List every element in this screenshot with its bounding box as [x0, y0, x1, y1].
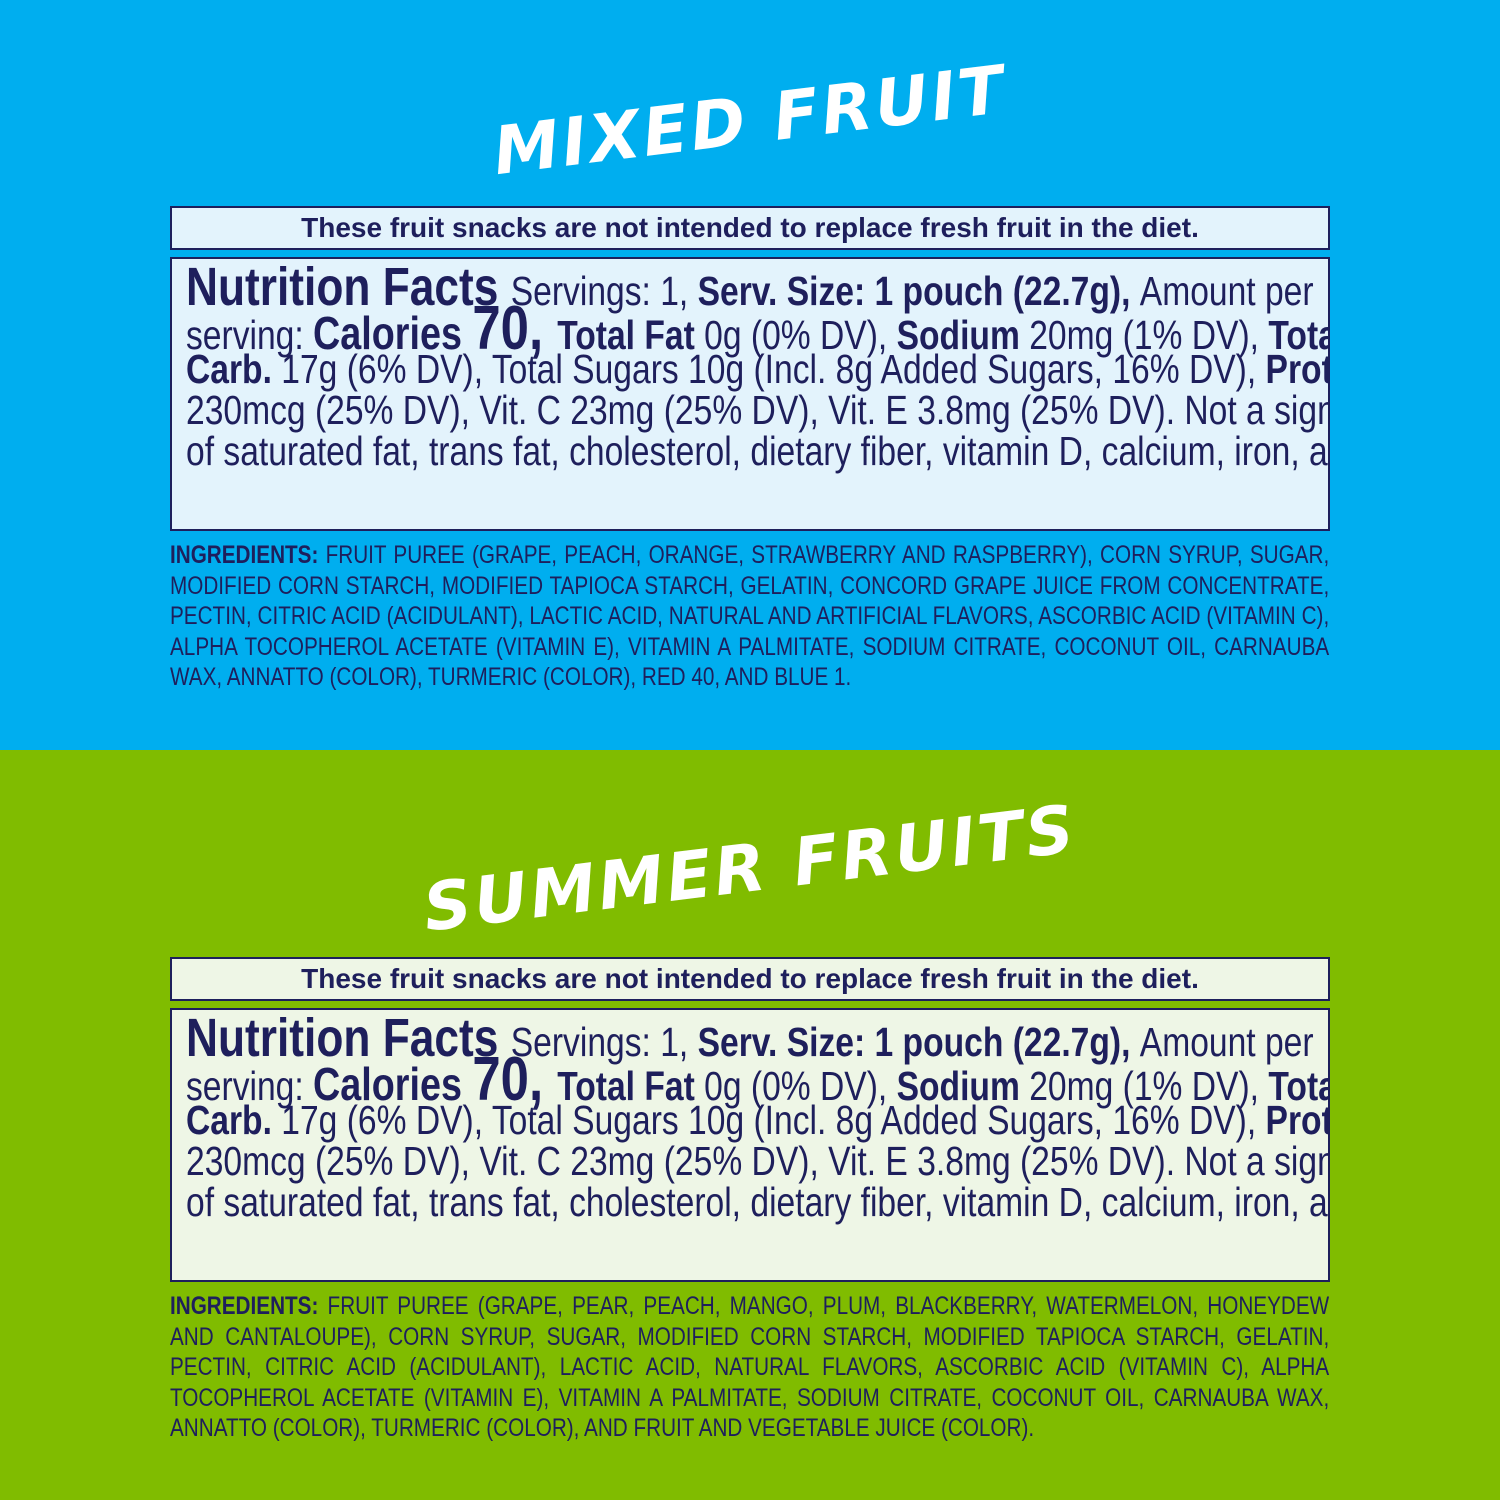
nutrition-segment: 17g (6% DV), Total Sugars 10g (Incl. 8g …	[281, 346, 1266, 392]
disclaimer: These fruit snacks are not intended to r…	[170, 206, 1330, 250]
nutrition-line: serving: Calories 70, Total Fat 0g (0% D…	[186, 298, 1328, 360]
nutrition-segment: Amount per	[1139, 268, 1314, 314]
nutrition-line: Carb. 17g (6% DV), Total Sugars 10g (Inc…	[186, 1097, 1328, 1143]
nutrition-segment: 20mg (1% DV),	[1029, 1063, 1269, 1109]
nutrition-segment: serving:	[186, 312, 314, 358]
nutrition-line: Carb. 17g (6% DV), Total Sugars 10g (Inc…	[186, 346, 1328, 392]
summer-fruits-panel: SUMMER FRUITS These fruit snacks are not…	[0, 750, 1500, 1500]
nutrition-segment: Servings: 1,	[510, 1019, 698, 1065]
nutrition-segment: Serv. Size: 1 pouch (22.7g),	[697, 268, 1140, 314]
nutrition-segment: Nutrition Facts	[186, 1008, 511, 1068]
nutrition-segment: Total	[1268, 1063, 1328, 1109]
nutrition-segment: 0g (0% DV),	[704, 1063, 897, 1109]
nutrition-line: of saturated fat, trans fat, cholesterol…	[186, 1182, 1328, 1223]
nutrition-segment: Calories	[313, 1058, 473, 1110]
nutrition-segment: Calories	[313, 307, 473, 359]
nutrition-segment: Total Fat	[557, 1063, 705, 1109]
nutrition-segment: 230mcg (25% DV), Vit. C 23mg (25% DV), V…	[186, 1138, 1328, 1184]
nutrition-facts-text: Nutrition Facts Servings: 1, Serv. Size:…	[186, 1011, 1328, 1223]
nutrition-segment: Amount per	[1139, 1019, 1314, 1065]
nutrition-segment: Servings: 1,	[510, 268, 698, 314]
mixed-fruit-panel: MIXED FRUIT These fruit snacks are not i…	[0, 0, 1500, 750]
nutrition-segment: 20mg (1% DV),	[1029, 312, 1269, 358]
nutrition-segment: 70,	[472, 294, 558, 363]
nutrition-segment: 230mcg (25% DV), Vit. C 23mg (25% DV), V…	[186, 387, 1328, 433]
nutrition-facts-text: Nutrition Facts Servings: 1, Serv. Size:…	[186, 260, 1328, 472]
nutrition-line: Nutrition Facts Servings: 1, Serv. Size:…	[186, 1011, 1314, 1065]
nutrition-segment: Total	[1268, 312, 1328, 358]
nutrition-segment: Protein	[1265, 346, 1328, 392]
nutrition-facts-box: Nutrition Facts Servings: 1, Serv. Size:…	[170, 257, 1330, 531]
nutrition-line: 230mcg (25% DV), Vit. C 23mg (25% DV), V…	[186, 390, 1328, 431]
nutrition-segment: serving:	[186, 1063, 314, 1109]
ingredients-text: FRUIT PUREE (GRAPE, PEAR, PEACH, MANGO, …	[170, 1292, 1330, 1442]
ingredients: INGREDIENTS: FRUIT PUREE (GRAPE, PEACH, …	[170, 540, 1329, 693]
ingredients-label: INGREDIENTS:	[170, 1292, 319, 1320]
nutrition-line: serving: Calories 70, Total Fat 0g (0% D…	[186, 1049, 1328, 1111]
nutrition-segment: Sodium	[896, 1063, 1030, 1109]
ingredients: INGREDIENTS: FRUIT PUREE (GRAPE, PEAR, P…	[170, 1291, 1329, 1444]
nutrition-segment: Nutrition Facts	[186, 257, 511, 317]
nutrition-line: Nutrition Facts Servings: 1, Serv. Size:…	[186, 260, 1314, 314]
nutrition-segment: 0g (0% DV),	[704, 312, 897, 358]
nutrition-segment: 17g (6% DV), Total Sugars 10g (Incl. 8g …	[281, 1097, 1266, 1143]
nutrition-line: 230mcg (25% DV), Vit. C 23mg (25% DV), V…	[186, 1141, 1328, 1182]
nutrition-segment: Protein	[1265, 1097, 1328, 1143]
nutrition-segment: of saturated fat, trans fat, cholesterol…	[186, 1179, 1328, 1225]
disclaimer: These fruit snacks are not intended to r…	[170, 957, 1330, 1001]
nutrition-line: of saturated fat, trans fat, cholesterol…	[186, 431, 1328, 472]
ingredients-text: FRUIT PUREE (GRAPE, PEACH, ORANGE, STRAW…	[170, 541, 1330, 691]
nutrition-segment: Carb.	[186, 1097, 282, 1143]
ingredients-label: INGREDIENTS:	[170, 541, 319, 569]
nutrition-segment: Sodium	[896, 312, 1030, 358]
nutrition-segment: Total Fat	[557, 312, 705, 358]
nutrition-facts-box: Nutrition Facts Servings: 1, Serv. Size:…	[170, 1008, 1330, 1282]
nutrition-segment: 70,	[472, 1045, 558, 1114]
nutrition-segment: Carb.	[186, 346, 282, 392]
nutrition-segment: Serv. Size: 1 pouch (22.7g),	[697, 1019, 1140, 1065]
nutrition-segment: of saturated fat, trans fat, cholesterol…	[186, 428, 1328, 474]
